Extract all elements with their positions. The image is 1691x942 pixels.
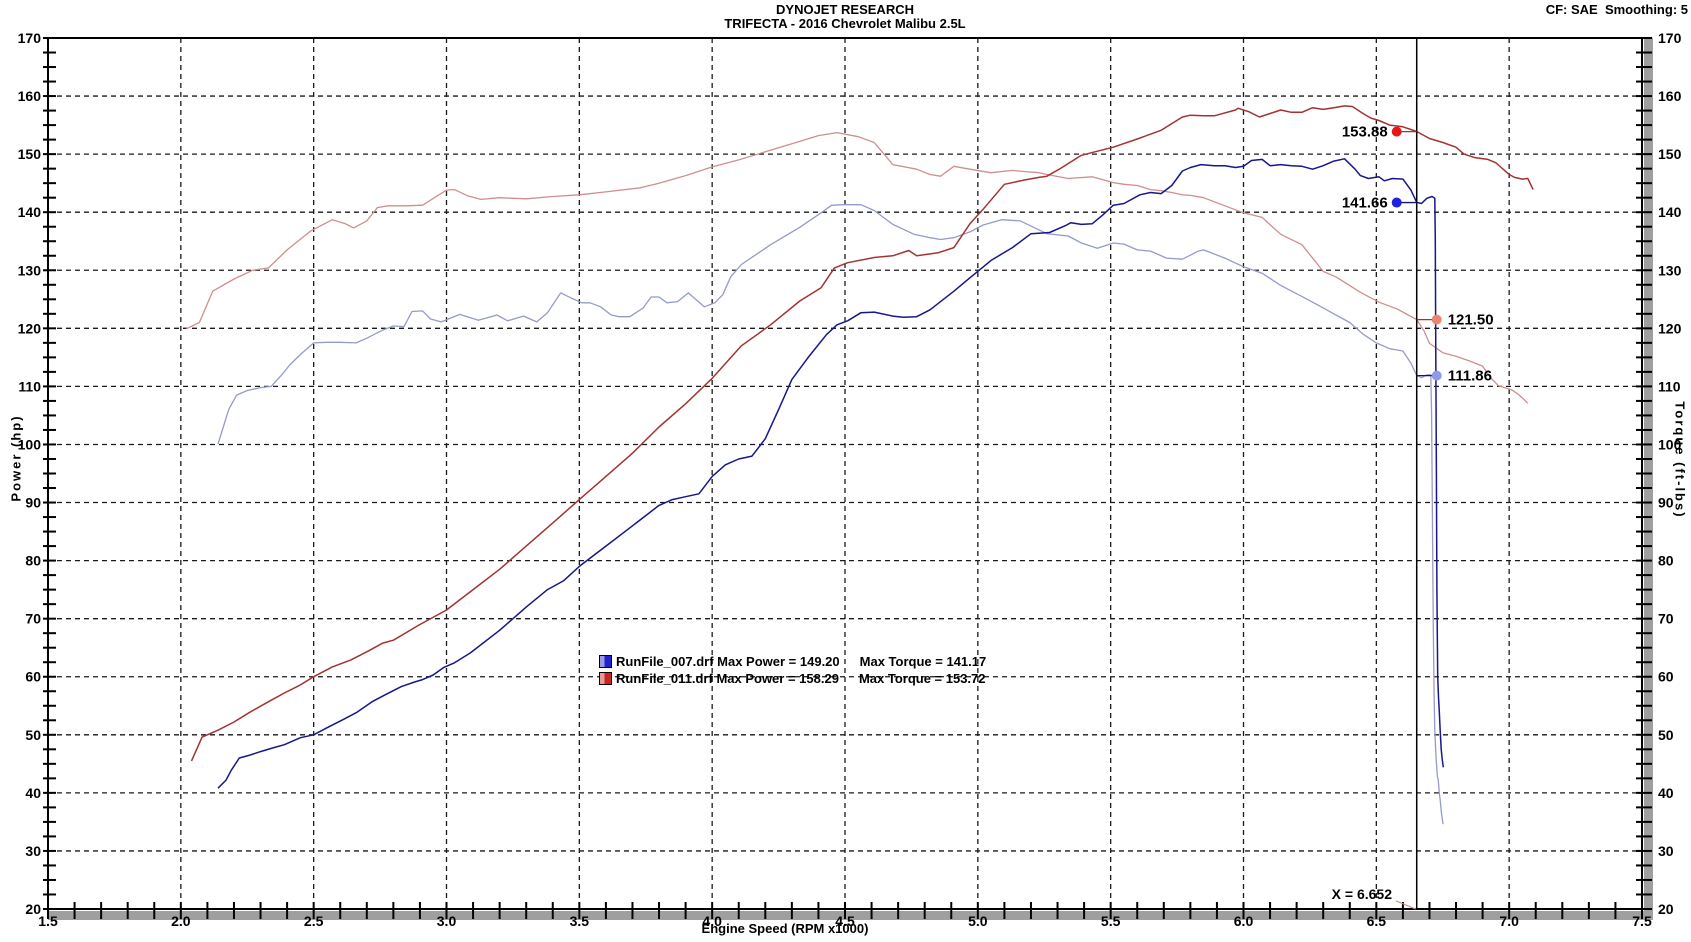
torque-curve-run011 <box>185 131 1529 404</box>
power-tick-label: 90 <box>25 495 41 511</box>
torque-tick-label: 70 <box>1658 611 1674 627</box>
x-tick-label: 3.0 <box>437 913 457 929</box>
torque-tick-label: 110 <box>1658 378 1681 394</box>
torque-tick-label: 150 <box>1658 146 1682 162</box>
correction-smoothing-info: CF: SAE Smoothing: 5 <box>1545 2 1688 17</box>
legend: RunFile_007.drf Max Power = 149.20 Max To… <box>599 653 986 687</box>
power-tick-label: 40 <box>25 785 41 801</box>
power-tick-label: 60 <box>25 669 41 685</box>
legend-file-run007: RunFile_007.drf <box>616 654 714 669</box>
x-tick-label: 2.0 <box>171 913 191 929</box>
rpm-axis-title: Engine Speed (RPM x1000) <box>701 921 869 936</box>
torque-tick-label: 120 <box>1658 320 1682 336</box>
x-tick-label: 5.0 <box>968 913 988 929</box>
torque-tick-label: 170 <box>1658 30 1682 46</box>
power-curve-run007 <box>217 158 1445 789</box>
readout-dot-power-run011 <box>1391 126 1402 137</box>
readout-label-torque-run007: 111.86 <box>1448 368 1492 385</box>
power-tick-label: 140 <box>18 204 42 220</box>
torque-tick-label: 50 <box>1658 727 1674 743</box>
power-tick-label: 50 <box>25 727 41 743</box>
legend-row-run007: RunFile_007.drf Max Power = 149.20 Max To… <box>599 653 986 670</box>
chart-title: DYNOJET RESEARCH <box>776 2 914 17</box>
power-tick-label: 30 <box>25 843 41 859</box>
readout-label-power-run011: 153.88 <box>1342 124 1388 141</box>
power-tick-label: 170 <box>18 30 42 46</box>
power-tick-label: 120 <box>18 320 42 336</box>
legend-file-run011: RunFile_011.drf <box>616 671 713 686</box>
legend-max-power-run011: Max Power = 158.29 <box>716 671 839 686</box>
torque-tick-label: 140 <box>1658 204 1682 220</box>
x-tick-label: 1.5 <box>38 913 58 929</box>
readout-label-power-run007: 141.66 <box>1342 195 1388 212</box>
torque-tick-label: 20 <box>1658 901 1674 917</box>
power-curve-run011 <box>190 105 1534 762</box>
legend-row-run011: RunFile_011.drf Max Power = 158.29 Max To… <box>599 670 986 687</box>
x-tick-label: 7.0 <box>1499 913 1519 929</box>
cursor-x-readout: X = 6.652 <box>1331 886 1392 902</box>
torque-tick-label: 80 <box>1658 553 1674 569</box>
power-tick-label: 130 <box>18 262 42 278</box>
x-tick-label: 6.5 <box>1367 913 1387 929</box>
torque-tick-label: 30 <box>1658 843 1674 859</box>
tick-labels: 1.5 2.0 2.5 3.0 3.5 4.0 4.5 5.0 5.5 6.0 6.5 7.0 7.5 1… <box>18 30 1682 929</box>
torque-curve-run007 <box>217 204 1444 825</box>
gridlines <box>48 38 1642 909</box>
power-tick-label: 80 <box>25 553 41 569</box>
torque-axis-title: Torque (ft-lbs) <box>1672 401 1688 519</box>
x-tick-label: 3.5 <box>570 913 590 929</box>
power-axis-title: Power (hp) <box>8 414 24 502</box>
power-tick-label: 100 <box>18 436 42 452</box>
torque-tick-label: 40 <box>1658 785 1674 801</box>
power-tick-label: 70 <box>25 611 41 627</box>
torque-tick-label: 90 <box>1658 495 1674 511</box>
x-tick-label: 4.5 <box>835 913 855 929</box>
power-tick-label: 150 <box>18 146 42 162</box>
x-tick-label: 5.5 <box>1101 913 1121 929</box>
torque-tick-label: 130 <box>1658 262 1682 278</box>
axis-minor-ticks <box>43 37 1652 919</box>
x-tick-label: 7.5 <box>1632 913 1652 929</box>
legend-max-power-run007: Max Power = 149.20 <box>717 654 840 669</box>
legend-marker-run007-icon <box>599 655 612 668</box>
x-tick-label: 2.5 <box>304 913 324 929</box>
readout-label-torque-run011: 121.50 <box>1448 312 1494 329</box>
power-tick-label: 20 <box>25 901 41 917</box>
torque-tick-label: 160 <box>1658 88 1682 104</box>
torque-tick-label: 100 <box>1658 436 1682 452</box>
readout-dot-power-run007 <box>1391 197 1402 208</box>
plot-frame <box>47 37 1643 910</box>
power-tick-label: 110 <box>18 378 41 394</box>
cursor-label-leader-line <box>1395 900 1416 910</box>
legend-max-torque-run007: Max Torque = 141.17 <box>859 654 987 669</box>
torque-tick-label: 60 <box>1658 669 1674 685</box>
x-tick-label: 6.0 <box>1234 913 1254 929</box>
cursor-readouts: 153.88 141.66 121.50 111.86 <box>1342 124 1494 385</box>
x-tick-label: 4.0 <box>702 913 722 929</box>
power-tick-label: 160 <box>18 88 42 104</box>
readout-dot-torque-run011 <box>1431 314 1442 325</box>
legend-marker-run011-icon <box>599 672 612 685</box>
legend-max-torque-run011: Max Torque = 153.72 <box>858 671 986 686</box>
readout-dot-torque-run007 <box>1431 370 1442 381</box>
chart-subtitle: TRIFECTA - 2016 Chevrolet Malibu 2.5L <box>724 16 966 31</box>
frame-shadow-bars <box>48 38 1653 920</box>
